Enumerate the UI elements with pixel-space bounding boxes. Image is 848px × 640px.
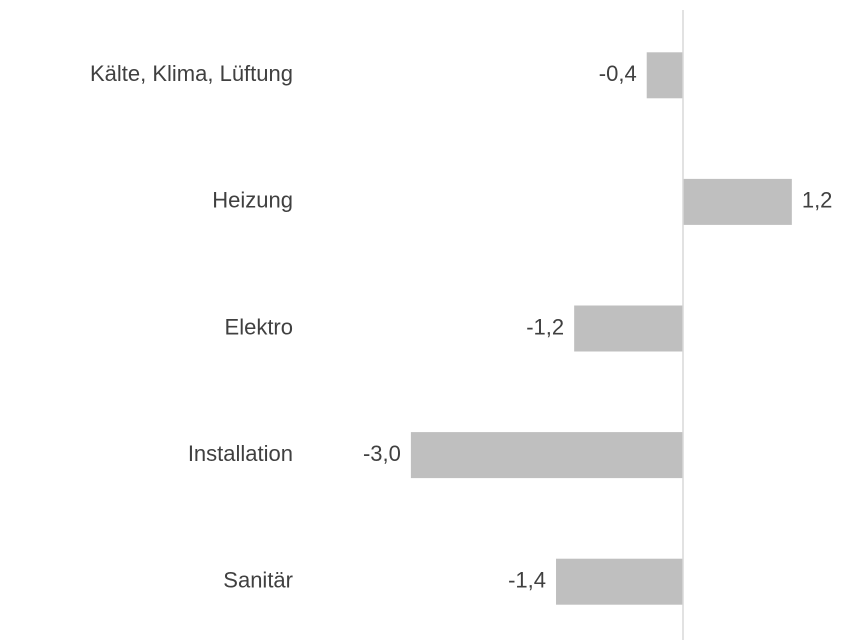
category-label: Sanitär	[223, 568, 293, 593]
value-label: -1,2	[526, 314, 564, 339]
bar	[410, 432, 683, 479]
value-label: -1,4	[508, 568, 546, 593]
bar	[646, 52, 683, 99]
category-label: Heizung	[212, 188, 293, 213]
bar	[556, 558, 683, 605]
value-label: 1,2	[802, 188, 833, 213]
value-label: -0,4	[599, 61, 637, 86]
category-label: Kälte, Klima, Lüftung	[90, 61, 293, 86]
bar	[683, 178, 792, 225]
category-label: Elektro	[225, 314, 293, 339]
category-label: Installation	[188, 441, 293, 466]
bar	[574, 305, 683, 352]
value-label: -3,0	[363, 441, 401, 466]
